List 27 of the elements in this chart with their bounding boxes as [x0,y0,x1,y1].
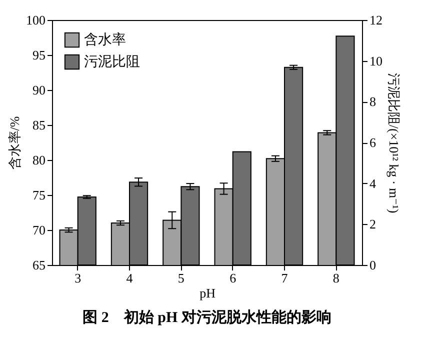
y-axis-title: 含水率/% [7,116,22,170]
text: 图 2 初始 pH 对污泥脱水性能的影响 [82,308,332,326]
x-tick-label: 6 [230,270,237,286]
x-tick-label: 8 [332,270,340,286]
y2-tick-label: 0 [370,258,376,272]
y-tick-label: 80 [32,152,46,168]
y-tick-label: 70 [32,222,46,238]
y2-axis-title: 污泥比阻/(×10¹² kg · m⁻¹) [386,72,402,214]
y-tick-label: 65 [32,258,46,272]
y-tick-label: 100 [26,12,46,28]
x-tick-label: 3 [74,270,82,286]
y2-tick-label: 2 [370,216,376,232]
x-axis-title: pH [200,286,216,300]
y2-tick-label: 6 [370,135,376,150]
y-tick-label: 85 [32,118,46,132]
y2-tick-label: 10 [370,53,382,68]
legend-label: 污泥比阻 [84,54,140,70]
y-tick-label: 90 [32,82,46,98]
legend-label: 含水率 [84,32,126,48]
y-tick-label: 75 [32,188,46,202]
y-tick-label: 95 [32,48,46,62]
x-tick-label: 4 [126,270,134,286]
y2-tick-label: 8 [370,94,376,110]
y2-tick-label: 12 [370,12,382,28]
x-tick-label: 5 [178,270,184,286]
x-tick-label: 7 [281,270,288,286]
y2-tick-label: 4 [370,176,376,191]
